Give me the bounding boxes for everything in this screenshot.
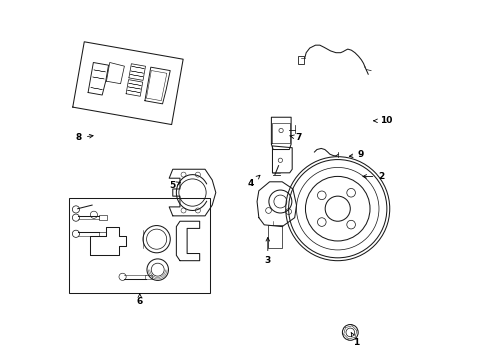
Text: 1: 1 bbox=[350, 332, 359, 347]
Bar bbox=[145, 275, 151, 279]
Text: 5: 5 bbox=[168, 181, 180, 190]
Text: 7: 7 bbox=[289, 133, 301, 142]
Bar bbox=[69, 198, 210, 293]
Text: 8: 8 bbox=[76, 133, 93, 142]
Text: 3: 3 bbox=[264, 238, 270, 265]
Text: 6: 6 bbox=[136, 294, 142, 306]
Bar bbox=[298, 55, 304, 64]
Bar bbox=[99, 232, 105, 236]
Text: 4: 4 bbox=[247, 175, 260, 188]
Bar bbox=[99, 215, 107, 220]
Text: 2: 2 bbox=[362, 172, 384, 181]
Bar bbox=[267, 225, 282, 248]
Text: 9: 9 bbox=[348, 150, 364, 159]
Text: 10: 10 bbox=[373, 116, 391, 125]
